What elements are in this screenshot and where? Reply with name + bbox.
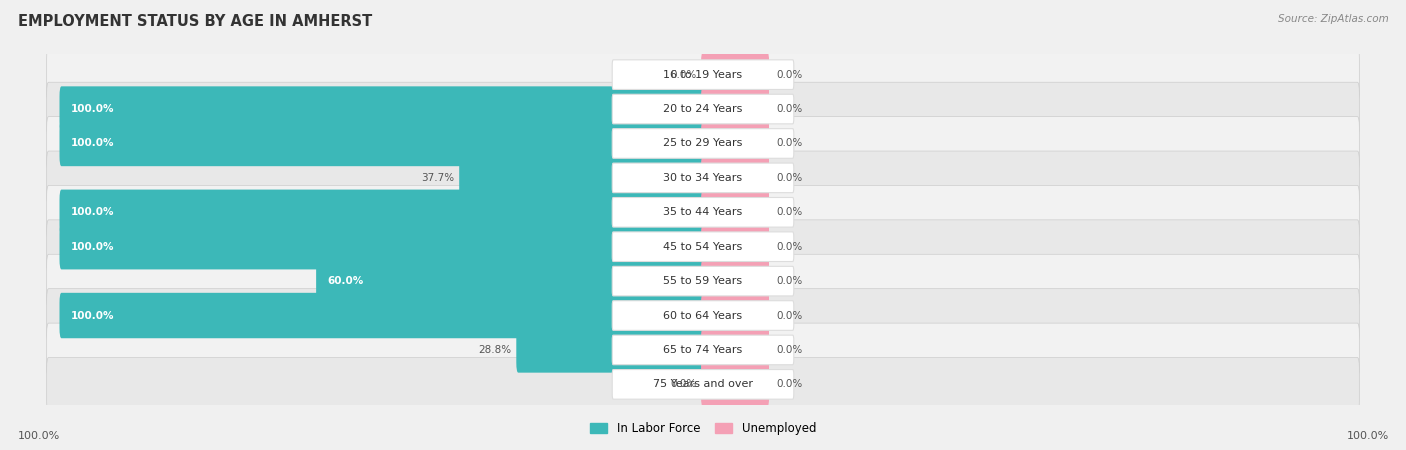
Text: 0.0%: 0.0% bbox=[776, 276, 803, 286]
Text: 20 to 24 Years: 20 to 24 Years bbox=[664, 104, 742, 114]
FancyBboxPatch shape bbox=[702, 362, 769, 407]
Text: 0.0%: 0.0% bbox=[776, 173, 803, 183]
Text: 0.0%: 0.0% bbox=[776, 242, 803, 252]
FancyBboxPatch shape bbox=[460, 155, 704, 201]
FancyBboxPatch shape bbox=[612, 369, 794, 399]
Text: 0.0%: 0.0% bbox=[776, 207, 803, 217]
Text: 0.0%: 0.0% bbox=[671, 379, 696, 389]
FancyBboxPatch shape bbox=[702, 293, 769, 338]
Text: EMPLOYMENT STATUS BY AGE IN AMHERST: EMPLOYMENT STATUS BY AGE IN AMHERST bbox=[18, 14, 373, 28]
FancyBboxPatch shape bbox=[612, 60, 794, 90]
FancyBboxPatch shape bbox=[702, 121, 769, 166]
FancyBboxPatch shape bbox=[46, 289, 1360, 342]
Text: 60.0%: 60.0% bbox=[328, 276, 364, 286]
FancyBboxPatch shape bbox=[46, 117, 1360, 170]
Text: 75 Years and over: 75 Years and over bbox=[652, 379, 754, 389]
FancyBboxPatch shape bbox=[702, 189, 769, 235]
Text: 0.0%: 0.0% bbox=[776, 139, 803, 148]
Text: 65 to 74 Years: 65 to 74 Years bbox=[664, 345, 742, 355]
Text: 0.0%: 0.0% bbox=[776, 345, 803, 355]
FancyBboxPatch shape bbox=[46, 48, 1360, 102]
Text: 55 to 59 Years: 55 to 59 Years bbox=[664, 276, 742, 286]
FancyBboxPatch shape bbox=[612, 94, 794, 124]
Text: 45 to 54 Years: 45 to 54 Years bbox=[664, 242, 742, 252]
FancyBboxPatch shape bbox=[46, 82, 1360, 136]
Text: 100.0%: 100.0% bbox=[72, 104, 114, 114]
Text: 0.0%: 0.0% bbox=[776, 379, 803, 389]
Text: 0.0%: 0.0% bbox=[776, 310, 803, 320]
Text: 100.0%: 100.0% bbox=[72, 207, 114, 217]
Text: Source: ZipAtlas.com: Source: ZipAtlas.com bbox=[1278, 14, 1389, 23]
FancyBboxPatch shape bbox=[612, 301, 794, 330]
Text: 25 to 29 Years: 25 to 29 Years bbox=[664, 139, 742, 148]
FancyBboxPatch shape bbox=[702, 327, 769, 373]
Text: 0.0%: 0.0% bbox=[671, 70, 696, 80]
FancyBboxPatch shape bbox=[612, 266, 794, 296]
FancyBboxPatch shape bbox=[46, 323, 1360, 377]
FancyBboxPatch shape bbox=[46, 151, 1360, 205]
Text: 100.0%: 100.0% bbox=[72, 310, 114, 320]
FancyBboxPatch shape bbox=[316, 258, 704, 304]
Text: 100.0%: 100.0% bbox=[1347, 431, 1389, 441]
FancyBboxPatch shape bbox=[59, 224, 704, 270]
FancyBboxPatch shape bbox=[612, 129, 794, 158]
FancyBboxPatch shape bbox=[612, 198, 794, 227]
FancyBboxPatch shape bbox=[59, 189, 704, 235]
Legend: In Labor Force, Unemployed: In Labor Force, Unemployed bbox=[585, 417, 821, 440]
Text: 16 to 19 Years: 16 to 19 Years bbox=[664, 70, 742, 80]
FancyBboxPatch shape bbox=[59, 293, 704, 338]
Text: 60 to 64 Years: 60 to 64 Years bbox=[664, 310, 742, 320]
FancyBboxPatch shape bbox=[702, 155, 769, 201]
FancyBboxPatch shape bbox=[702, 258, 769, 304]
FancyBboxPatch shape bbox=[612, 163, 794, 193]
FancyBboxPatch shape bbox=[46, 254, 1360, 308]
Text: 100.0%: 100.0% bbox=[72, 139, 114, 148]
FancyBboxPatch shape bbox=[612, 232, 794, 261]
Text: 100.0%: 100.0% bbox=[72, 242, 114, 252]
FancyBboxPatch shape bbox=[46, 357, 1360, 411]
Text: 30 to 34 Years: 30 to 34 Years bbox=[664, 173, 742, 183]
FancyBboxPatch shape bbox=[516, 327, 704, 373]
FancyBboxPatch shape bbox=[59, 121, 704, 166]
FancyBboxPatch shape bbox=[46, 185, 1360, 239]
FancyBboxPatch shape bbox=[702, 224, 769, 270]
Text: 0.0%: 0.0% bbox=[776, 70, 803, 80]
Text: 0.0%: 0.0% bbox=[776, 104, 803, 114]
FancyBboxPatch shape bbox=[702, 52, 769, 97]
FancyBboxPatch shape bbox=[59, 86, 704, 132]
FancyBboxPatch shape bbox=[702, 86, 769, 132]
Text: 100.0%: 100.0% bbox=[18, 431, 60, 441]
FancyBboxPatch shape bbox=[46, 220, 1360, 274]
FancyBboxPatch shape bbox=[612, 335, 794, 365]
Text: 37.7%: 37.7% bbox=[422, 173, 454, 183]
Text: 35 to 44 Years: 35 to 44 Years bbox=[664, 207, 742, 217]
Text: 28.8%: 28.8% bbox=[478, 345, 512, 355]
